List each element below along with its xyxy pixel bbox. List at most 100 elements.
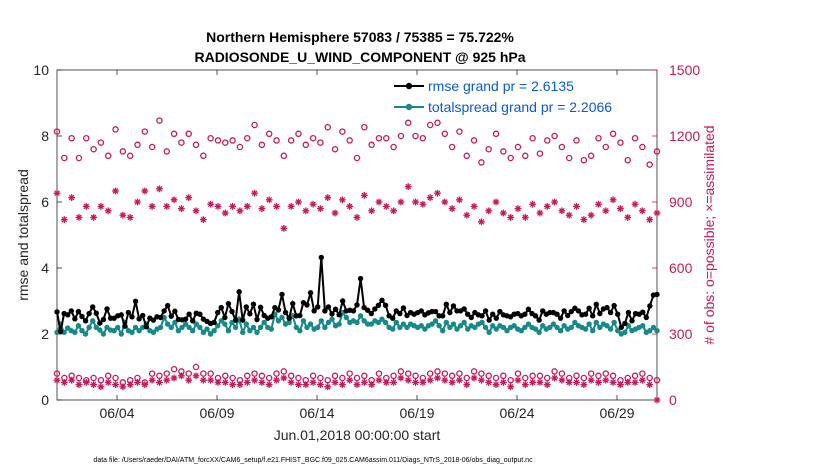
- obs-possible-point: [170, 130, 178, 138]
- rmse-point: [182, 316, 189, 322]
- obs-possible-point: [434, 368, 441, 375]
- rmse-point: [525, 306, 532, 312]
- obs-possible-point: [163, 370, 171, 377]
- obs-possible-point: [112, 374, 119, 382]
- totalspread-point: [179, 324, 185, 331]
- obs-possible-point: [507, 154, 514, 162]
- rmse-point: [315, 304, 321, 310]
- totalspread-point: [186, 324, 192, 331]
- x-axis-ticks: 06/04 06/09 06/14 06/19 06/24 06/29: [99, 70, 635, 421]
- obs-possible-point: [470, 137, 478, 144]
- obs-possible-point: [441, 370, 449, 377]
- obs-possible-point: [595, 134, 602, 142]
- obs-possible-point: [624, 156, 631, 164]
- rmse-point: [557, 315, 564, 321]
- obs-assimilated-point: [309, 200, 317, 208]
- obs-assimilated-point: [280, 225, 288, 232]
- obs-assimilated-point: [375, 376, 383, 384]
- rmse-point: [450, 303, 457, 309]
- totalspread-point: [268, 326, 274, 332]
- totalspread-point: [336, 321, 342, 327]
- obs-possible-point: [222, 372, 229, 380]
- obs-possible-point: [375, 134, 383, 142]
- obs-assimilated-point: [638, 376, 646, 384]
- obs-possible-point: [646, 161, 653, 168]
- obs-possible-point: [324, 123, 331, 131]
- obs-possible-point: [507, 376, 514, 384]
- rmse-point: [268, 314, 274, 320]
- totalspread-point: [440, 328, 446, 334]
- rmse-point: [325, 304, 332, 310]
- totalspread-point: [472, 324, 478, 331]
- totalspread-point: [300, 318, 307, 324]
- obs-assimilated-point: [609, 379, 617, 386]
- totalspread-point: [343, 314, 349, 321]
- obs-assimilated-point: [521, 214, 529, 221]
- obs-possible-point: [500, 148, 507, 155]
- obs-possible-point: [243, 134, 251, 142]
- obs-possible-point: [229, 374, 236, 382]
- obs-assimilated-point: [419, 200, 427, 208]
- obs-possible-point: [75, 154, 83, 162]
- totalspread-point: [204, 326, 210, 332]
- totalspread-point: [218, 318, 224, 324]
- obs-assimilated-point: [617, 381, 624, 388]
- totalspread-point: [390, 326, 396, 332]
- rmse-point: [375, 302, 382, 308]
- obs-possible-point: [375, 370, 383, 377]
- obs-assimilated-point: [236, 207, 244, 215]
- obs-assimilated-point: [360, 379, 368, 386]
- obs-possible-point: [207, 134, 214, 142]
- rmse-point: [132, 298, 139, 305]
- rmse-point: [54, 309, 60, 315]
- obs-assimilated-point: [543, 203, 551, 210]
- totalspread-point: [532, 326, 539, 332]
- obs-assimilated-point: [353, 381, 361, 388]
- obs-possible-point: [295, 130, 302, 138]
- obs-possible-point: [75, 374, 83, 382]
- obs-assimilated-point: [529, 200, 537, 208]
- obs-assimilated-point: [653, 396, 661, 404]
- obs-assimilated-point: [624, 379, 632, 386]
- x-tick-label: 06/09: [199, 405, 234, 421]
- obs-possible-point: [207, 370, 214, 377]
- legend: rmse grand pr = 2.6135 totalspread grand…: [394, 78, 612, 115]
- obs-possible-point: [617, 139, 624, 146]
- obs-possible-point: [185, 130, 192, 138]
- obs-possible-point: [485, 372, 492, 380]
- obs-assimilated-point: [521, 381, 529, 388]
- obs-possible-point: [236, 143, 244, 151]
- totalspread-point: [393, 319, 399, 326]
- y-axis-label-left: rmse and totalspread: [15, 169, 31, 301]
- x-tick-label: 06/29: [599, 405, 634, 421]
- obs-assimilated-point: [573, 379, 580, 386]
- totalspread-point: [132, 324, 139, 331]
- totalspread-point: [604, 323, 610, 329]
- rmse-point: [540, 308, 546, 314]
- obs-assimilated-point: [68, 194, 76, 201]
- rmse-point: [447, 309, 453, 316]
- obs-assimilated-point: [507, 383, 515, 391]
- obs-assimilated-point: [229, 381, 237, 388]
- chart-title-line1: Northern Hemisphere 57083 / 75385 = 75.7…: [206, 29, 514, 45]
- obs-assimilated-point: [148, 376, 156, 384]
- rmse-point: [286, 315, 292, 321]
- obs-assimilated-point: [207, 376, 215, 384]
- obs-assimilated-point: [134, 379, 141, 386]
- obs-possible-point: [412, 132, 419, 140]
- totalspread-point: [175, 328, 182, 334]
- x-axis-label: Jun.01,2018 00:00:00 start: [274, 427, 441, 443]
- obs-possible-point: [383, 134, 390, 142]
- totalspread-point: [172, 319, 178, 326]
- obs-assimilated-point: [251, 189, 258, 197]
- totalspread-point: [640, 323, 646, 329]
- totalspread-point: [136, 328, 142, 334]
- rmse-point: [565, 312, 571, 319]
- obs-assimilated-point: [426, 376, 434, 384]
- obs-assimilated-point: [104, 379, 112, 386]
- obs-possible-point: [265, 130, 273, 138]
- obs-possible-point: [543, 374, 551, 382]
- totalspread-point: [597, 324, 603, 331]
- rmse-point: [379, 297, 385, 304]
- chart-title-line2: RADIOSONDE_U_WIND_COMPONENT @ 925 hPa: [194, 49, 525, 65]
